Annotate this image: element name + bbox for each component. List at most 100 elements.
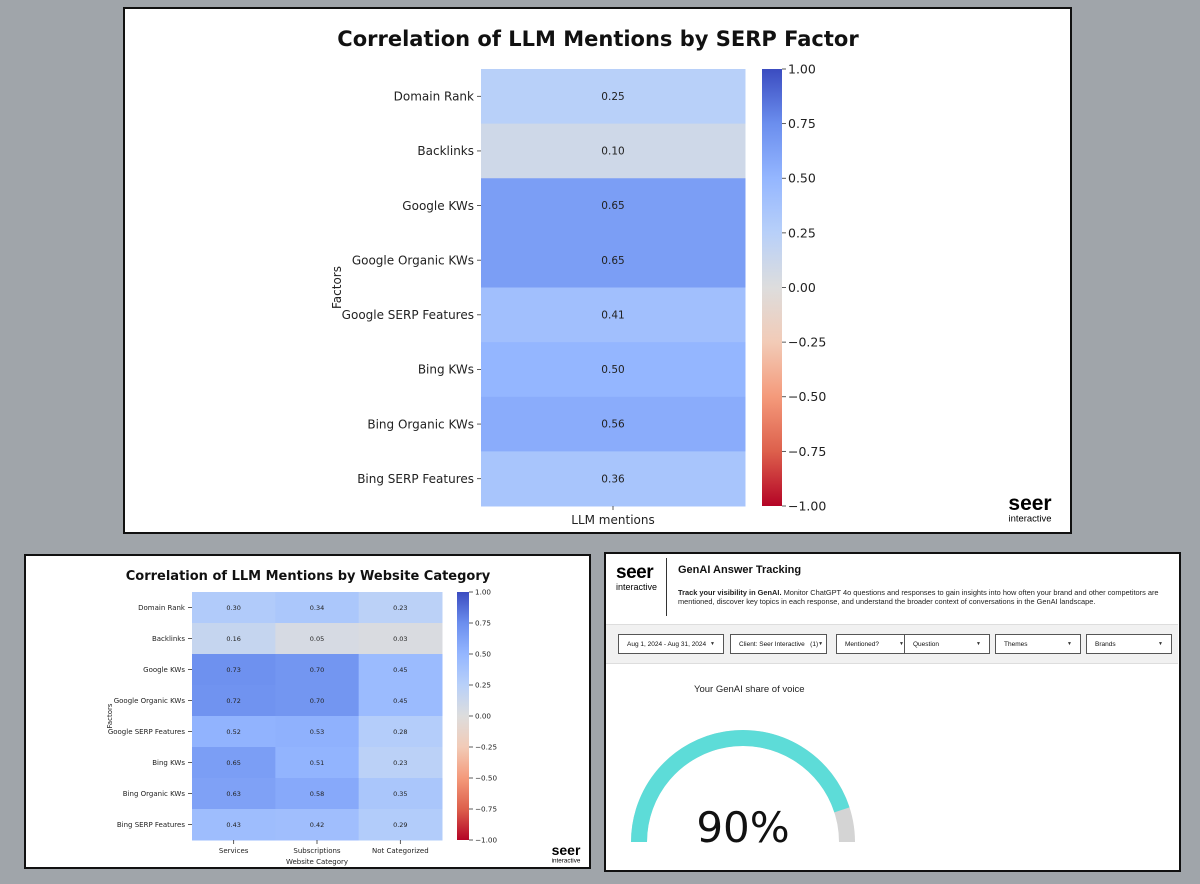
y-tick-label: Backlinks	[152, 635, 185, 643]
cell-value-label: 0.43	[226, 821, 240, 829]
colorbar-tick-label: −1.00	[475, 836, 497, 845]
client-filter[interactable]: Client: Seer Interactive (1) ▼	[730, 634, 827, 654]
date-range-filter[interactable]: Aug 1, 2024 - Aug 31, 2024 ▼	[618, 634, 724, 654]
chevron-down-icon: ▼	[1067, 641, 1072, 647]
colorbar-tick-label: −0.50	[788, 389, 826, 404]
chart-title: Correlation of LLM Mentions by Website C…	[126, 569, 491, 584]
seer-logo-sub: interactive	[1008, 514, 1051, 525]
dashboard-description: Track your visibility in GenAI. Monitor …	[678, 588, 1178, 606]
y-axis-label: Factors	[106, 703, 114, 728]
cell-value-label: 0.50	[601, 364, 624, 376]
cell-value-label: 0.72	[226, 697, 240, 705]
question-label: Question	[913, 640, 940, 648]
seer-logo: seer interactive	[616, 563, 668, 592]
colorbar-tick-label: 1.00	[475, 588, 491, 597]
heatmap-cell	[275, 654, 360, 686]
description-bold: Track your visibility in GenAI.	[678, 588, 782, 597]
serp-factor-chart-panel: Correlation of LLM Mentions by SERP Fact…	[123, 7, 1072, 534]
brands-filter[interactable]: Brands ▼	[1086, 634, 1172, 654]
heatmap-cell	[358, 592, 443, 624]
cell-value-label: 0.05	[310, 635, 324, 643]
seer-logo-name: seer	[1008, 492, 1051, 515]
cell-value-label: 0.41	[601, 309, 624, 321]
y-axis-label: Factors	[330, 266, 344, 309]
cell-value-label: 0.73	[226, 666, 240, 674]
colorbar-tick-label: 0.50	[475, 650, 491, 659]
heatmap-cell	[358, 809, 443, 841]
x-tick-label: Subscriptions	[293, 847, 340, 855]
colorbar-tick-label: 0.00	[475, 712, 491, 721]
description-text: Monitor ChatGPT 4o questions and respons…	[678, 588, 1159, 606]
cell-value-label: 0.53	[310, 728, 324, 736]
colorbar	[457, 592, 469, 840]
colorbar-tick-label: −0.25	[788, 335, 826, 350]
cell-value-label: 0.03	[393, 635, 407, 643]
heatmap-cell	[481, 342, 746, 398]
heatmap-cell	[275, 716, 360, 748]
cell-value-label: 0.45	[393, 697, 407, 705]
cell-value-label: 0.29	[393, 821, 407, 829]
website-category-chart-panel: Correlation of LLM Mentions by Website C…	[24, 554, 591, 869]
heatmap-cell	[481, 451, 746, 507]
heatmap-cell	[358, 747, 443, 779]
heatmap-cell	[358, 778, 443, 810]
y-tick-label: Domain Rank	[138, 604, 186, 612]
cell-value-label: 0.65	[601, 255, 624, 267]
y-tick-label: Google KWs	[402, 199, 474, 213]
heatmap-cell	[192, 623, 276, 655]
themes-filter[interactable]: Themes ▼	[995, 634, 1081, 654]
heatmap-cell	[358, 654, 443, 686]
heatmap-cell	[481, 396, 746, 452]
y-tick-label: Bing Organic KWs	[123, 790, 186, 798]
seer-logo-sub: interactive	[552, 858, 581, 865]
x-tick-label: LLM mentions	[571, 513, 654, 527]
cell-value-label: 0.58	[310, 790, 324, 798]
header-divider	[666, 558, 667, 616]
heatmap-cell	[192, 778, 276, 810]
filter-bar: Aug 1, 2024 - Aug 31, 2024 ▼ Client: Seer…	[606, 624, 1178, 664]
colorbar-tick-label: 1.00	[788, 61, 816, 76]
x-tick-label: Services	[219, 847, 249, 855]
y-tick-label: Backlinks	[417, 144, 474, 158]
heatmap-cell	[192, 716, 276, 748]
heatmap-cell	[481, 287, 746, 343]
heatmap-cell	[275, 747, 360, 779]
cell-value-label: 0.25	[601, 91, 624, 103]
logo-sub: interactive	[616, 582, 658, 592]
heatmap-cell	[358, 716, 443, 748]
cell-value-label: 0.56	[601, 419, 625, 431]
cell-value-label: 0.28	[393, 728, 407, 736]
themes-label: Themes	[1004, 640, 1028, 648]
mentioned-filter[interactable]: Mentioned? ▼	[836, 634, 913, 654]
colorbar-tick-label: −0.50	[475, 774, 497, 783]
cell-value-label: 0.42	[310, 821, 324, 829]
cell-value-label: 0.51	[310, 759, 324, 767]
cell-value-label: 0.34	[310, 604, 324, 612]
colorbar-tick-label: −0.75	[475, 805, 497, 814]
cell-value-label: 0.10	[601, 146, 624, 158]
cell-value-label: 0.23	[393, 759, 407, 767]
y-tick-label: Bing SERP Features	[357, 472, 474, 486]
cell-value-label: 0.23	[393, 604, 407, 612]
client-label: Client: Seer Interactive (1)	[739, 640, 819, 648]
chevron-down-icon: ▼	[710, 641, 715, 647]
question-filter[interactable]: Question ▼	[904, 634, 990, 654]
y-tick-label: Bing KWs	[152, 759, 185, 767]
heatmap-cell	[481, 232, 746, 288]
heatmap-cell	[275, 778, 360, 810]
gauge-track	[631, 730, 855, 843]
y-tick-label: Bing SERP Features	[117, 821, 185, 829]
y-tick-label: Google KWs	[143, 666, 185, 674]
brands-label: Brands	[1095, 640, 1116, 648]
serp-factor-heatmap: Correlation of LLM Mentions by SERP Fact…	[330, 27, 1052, 527]
heatmap-cell	[275, 592, 360, 624]
y-tick-label: Google Organic KWs	[114, 697, 186, 705]
gauge-fill	[631, 730, 850, 843]
cell-value-label: 0.30	[226, 604, 240, 612]
colorbar-tick-label: 0.75	[788, 116, 816, 131]
cell-value-label: 0.52	[226, 728, 240, 736]
heatmap-cell	[481, 69, 746, 125]
heatmap-cell	[358, 685, 443, 717]
heatmap-cell	[192, 747, 276, 779]
seer-logo-name: seer	[552, 842, 581, 858]
